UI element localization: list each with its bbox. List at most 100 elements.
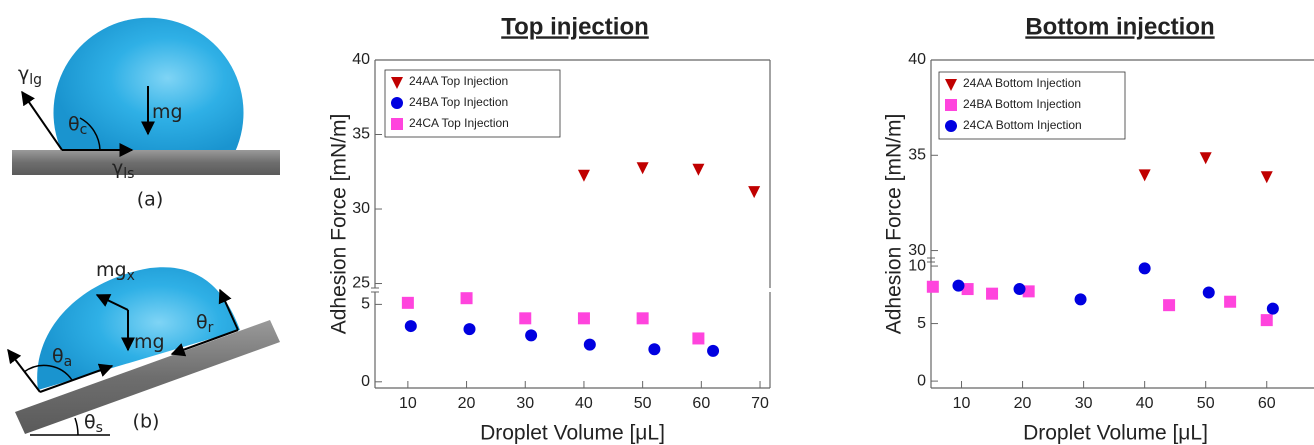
legend-text: 24BA Bottom Injection [963, 97, 1081, 111]
y-tick-label: 35 [908, 147, 926, 164]
x-tick-label: 10 [399, 395, 417, 412]
chart-title: Bottom injection [1025, 13, 1214, 40]
data-point [748, 186, 761, 199]
y-tick-label: 30 [352, 200, 370, 217]
diagram-label: mg [134, 331, 165, 353]
data-point [1022, 285, 1035, 298]
y-axis-title: Adhesion Force [mN/m] [883, 114, 906, 335]
x-tick-label: 70 [751, 395, 769, 412]
data-point [404, 320, 417, 333]
data-point [926, 280, 939, 293]
data-point [986, 287, 999, 300]
label-sub: r [208, 320, 214, 336]
legend-text: 24AA Top Injection [409, 74, 508, 88]
legend-marker [945, 99, 957, 111]
x-tick-label: 30 [1075, 395, 1093, 412]
data-point [460, 292, 473, 305]
legend-marker [945, 79, 957, 91]
data-point [692, 163, 705, 176]
data-point [1202, 286, 1215, 299]
data-point [707, 344, 720, 357]
legend-text: 24BA Top Injection [409, 95, 508, 109]
y-tick-label: 0 [917, 372, 926, 389]
label-main: γ [112, 157, 123, 179]
y-tick-label: 5 [361, 296, 370, 313]
y-tick-label: 10 [908, 257, 926, 274]
data-point [961, 283, 974, 296]
angle-arc [79, 117, 101, 151]
data-point [1224, 295, 1237, 308]
legend-box [384, 69, 561, 138]
data-point [577, 312, 590, 325]
chart: Bottom injection051030354010203040506070… [883, 13, 1314, 445]
droplet [37, 267, 240, 390]
label-main: θ [52, 345, 64, 367]
data-point [583, 338, 596, 351]
x-tick-label: 60 [692, 395, 710, 412]
label-sub: x [127, 268, 135, 284]
caption: (b) [133, 411, 160, 433]
data-point [401, 296, 414, 309]
legend-text: 24CA Top Injection [409, 116, 509, 130]
diagram-label: mg [152, 101, 183, 123]
label-main: θ [84, 411, 96, 433]
data-point [463, 323, 476, 336]
data-point [1013, 283, 1026, 296]
data-point [1163, 299, 1176, 312]
x-tick-label: 40 [575, 395, 593, 412]
data-point [636, 312, 649, 325]
data-point [1199, 152, 1212, 165]
y-tick-label: 40 [352, 51, 370, 68]
legend-marker [945, 120, 957, 132]
x-tick-label: 50 [1197, 395, 1215, 412]
diagram-a [12, 17, 280, 175]
substrate [15, 320, 280, 434]
substrate [12, 150, 280, 175]
data-point [648, 343, 661, 356]
diagram-label: θa [52, 345, 72, 371]
x-tick-label: 10 [953, 395, 971, 412]
x-axis-title: Droplet Volume [μL] [1023, 422, 1208, 445]
x-axis-title: Droplet Volume [μL] [480, 422, 665, 445]
arrow [39, 363, 114, 393]
y-tick-label: 40 [908, 51, 926, 68]
data-point [519, 312, 532, 325]
label-main: mg [96, 259, 127, 281]
y-tick-label: 0 [361, 373, 370, 390]
x-tick-label: 40 [1136, 395, 1154, 412]
chart-title: Top injection [501, 13, 649, 40]
y-tick-label: 30 [908, 242, 926, 259]
legend-marker [391, 118, 403, 130]
x-tick-label: 60 [1258, 395, 1276, 412]
legend-marker [391, 77, 403, 89]
data-point [1266, 302, 1279, 315]
arrow [95, 294, 129, 311]
label-sub: c [80, 122, 88, 138]
data-point [1138, 169, 1151, 182]
legend-marker [391, 97, 403, 109]
x-tick-label: 20 [1014, 395, 1032, 412]
label-sub: s [96, 420, 103, 436]
y-tick-label: 5 [917, 315, 926, 332]
legend-box [938, 71, 1126, 140]
diagram-label: mgx [96, 259, 135, 285]
data-point [1260, 314, 1273, 327]
x-tick-label: 20 [458, 395, 476, 412]
data-point [952, 279, 965, 292]
y-axis-title: Adhesion Force [mN/m] [328, 114, 351, 335]
angle-arc [23, 364, 73, 381]
label-main: θ [68, 113, 80, 135]
label-sub: ls [123, 166, 134, 182]
arrow [218, 288, 239, 331]
diagram-label: γls [112, 157, 134, 183]
diagram-label: γlg [18, 63, 42, 89]
label-main: mg [152, 101, 183, 123]
arrow [21, 90, 63, 151]
y-tick-label: 25 [352, 275, 370, 292]
label-sub: a [64, 354, 73, 370]
x-tick-label: 50 [634, 395, 652, 412]
label-main: θ [196, 311, 208, 333]
label-sub: lg [29, 72, 42, 88]
arrow [170, 329, 239, 357]
